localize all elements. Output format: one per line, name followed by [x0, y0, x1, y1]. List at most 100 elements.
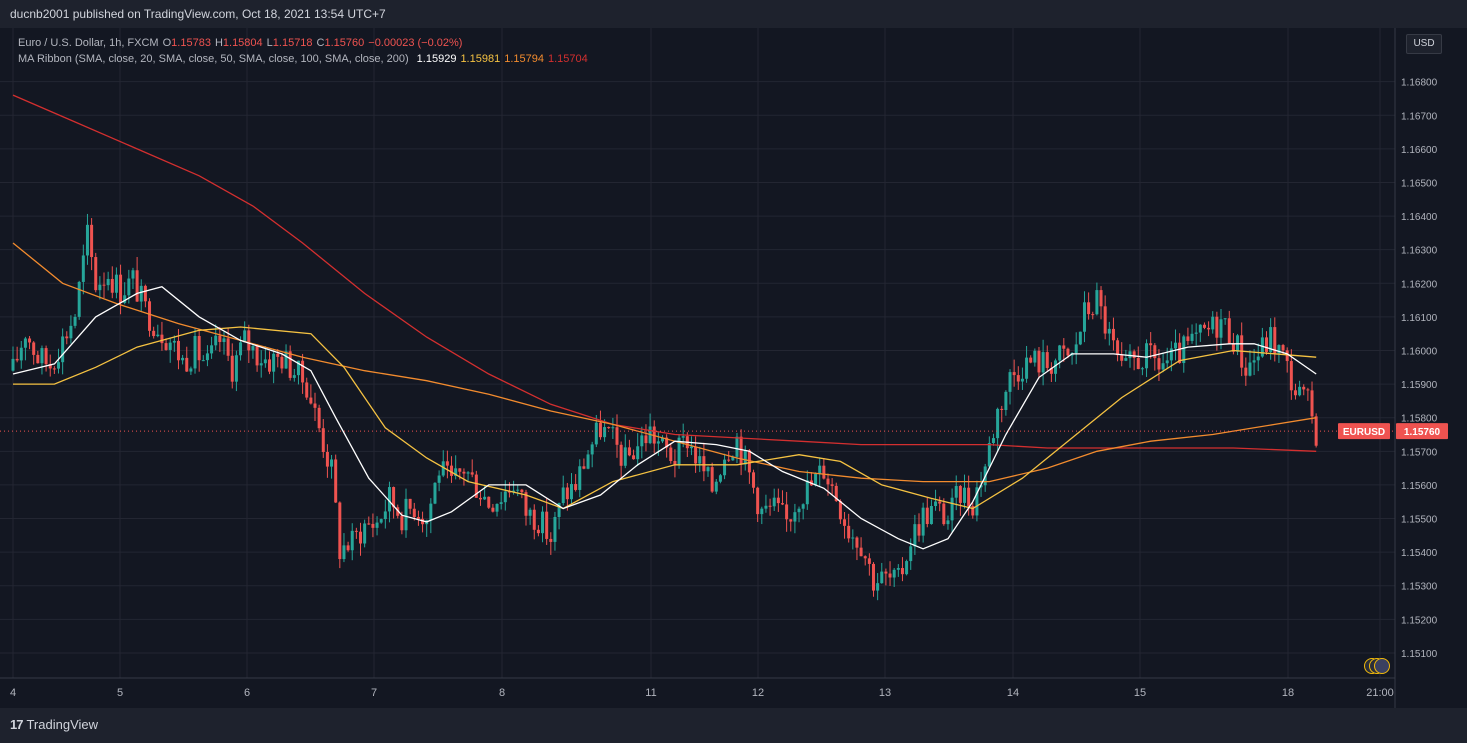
- candle-body: [780, 503, 784, 505]
- chart-area[interactable]: 1.16800 1.16700 1.16600 1.16500 1.16400 1.163…: [0, 28, 1467, 708]
- candle-body: [752, 472, 756, 488]
- candle-body: [826, 478, 830, 485]
- candle-body: [718, 475, 722, 482]
- candle-body: [201, 360, 205, 362]
- candle-body: [1045, 352, 1049, 368]
- candle-body: [991, 438, 995, 444]
- candle-body: [760, 508, 764, 515]
- candle-body: [1016, 375, 1020, 382]
- candle-body: [354, 530, 358, 532]
- price-tag: EURUSD 1.15760: [1338, 423, 1448, 440]
- candle-body: [52, 368, 56, 370]
- candle-body: [1252, 360, 1256, 363]
- candle-body: [768, 505, 772, 507]
- candle-body: [164, 343, 168, 350]
- candle-body: [871, 563, 875, 591]
- candle-body: [611, 427, 615, 429]
- candle-body: [309, 397, 313, 404]
- candle-body: [1157, 358, 1161, 370]
- candle-body: [574, 484, 578, 490]
- candle-body: [582, 466, 586, 469]
- currency-button[interactable]: USD: [1406, 34, 1442, 54]
- candle-body: [1091, 314, 1095, 316]
- candle-body: [243, 330, 247, 343]
- candle-body: [1008, 372, 1012, 392]
- candle-body: [764, 505, 768, 509]
- candle-body: [429, 503, 433, 521]
- time-tick-label: 5: [117, 687, 123, 699]
- candle-body: [499, 502, 503, 504]
- candle-body: [615, 427, 619, 445]
- candle-body: [342, 545, 346, 560]
- ma200-value: 1.15704: [547, 53, 588, 65]
- candle-body: [714, 481, 718, 492]
- candle-body: [1182, 336, 1186, 364]
- candle-body: [731, 456, 735, 461]
- price-axis[interactable]: 1.16800 1.16700 1.16600 1.16500 1.16400 1.163…: [1401, 78, 1438, 660]
- candle-body: [516, 489, 520, 491]
- candle-body: [532, 509, 536, 530]
- candle-body: [487, 496, 491, 508]
- candle-body: [185, 357, 189, 372]
- candle-body: [607, 427, 611, 429]
- candle-body: [404, 498, 408, 531]
- candle-body: [176, 340, 180, 361]
- price-tick-label: 1.15700: [1401, 447, 1438, 458]
- candle-body: [251, 346, 255, 351]
- candle-body: [255, 346, 259, 366]
- price-chart[interactable]: 1.16800 1.16700 1.16600 1.16500 1.16400 1.163…: [0, 28, 1467, 708]
- symbol-legend-row[interactable]: Euro / U.S. Dollar, 1h, FXCM O1.15783 H1…: [18, 35, 588, 51]
- candle-body: [971, 506, 975, 516]
- candle-body: [797, 508, 801, 513]
- candle-body: [69, 325, 73, 339]
- candle-body: [1037, 350, 1041, 373]
- ma50-value: 1.15981: [460, 53, 501, 65]
- candle-body: [263, 359, 267, 364]
- price-tag-value-bg: [1396, 423, 1448, 440]
- candle-body: [1103, 306, 1107, 334]
- candle-body: [85, 224, 89, 256]
- candle-body: [1025, 357, 1029, 379]
- candle-body: [772, 497, 776, 507]
- candle-body: [1078, 331, 1082, 345]
- candle-body: [921, 507, 925, 536]
- candle-body: [1223, 318, 1227, 320]
- candle-body: [32, 342, 36, 355]
- high-value: 1.15804: [222, 37, 263, 49]
- candle-body: [371, 523, 375, 528]
- price-tick-label: 1.15900: [1401, 380, 1438, 391]
- candle-body: [1211, 316, 1215, 330]
- candle-body: [40, 348, 44, 364]
- candle-body: [1054, 360, 1058, 374]
- economic-events[interactable]: [1364, 658, 1394, 674]
- candle-body: [954, 485, 958, 498]
- candle-body: [627, 447, 631, 456]
- candle-body: [996, 408, 1000, 439]
- candle-body: [106, 278, 110, 286]
- candle-body: [743, 450, 747, 465]
- candle-body: [590, 444, 594, 455]
- candle-body: [23, 338, 27, 348]
- candle-body: [94, 257, 98, 291]
- chart-legend: Euro / U.S. Dollar, 1h, FXCM O1.15783 H1…: [18, 35, 588, 67]
- ma-legend-row[interactable]: MA Ribbon (SMA, close, 20, SMA, close, 5…: [18, 51, 588, 67]
- candle-body: [1145, 343, 1149, 369]
- candle-body: [1277, 345, 1281, 354]
- candle-body: [143, 285, 147, 302]
- candle-body: [569, 484, 573, 500]
- tradingview-logo[interactable]: 17 TradingView: [10, 717, 98, 732]
- candle-body: [1095, 290, 1099, 315]
- candle-body: [938, 501, 942, 504]
- candle-body: [474, 474, 478, 498]
- candle-body: [1074, 344, 1078, 353]
- time-axis[interactable]: 4 5 6 7 8 11 12 13 14 15 18 21:00: [10, 687, 1394, 699]
- candle-body: [65, 336, 69, 339]
- event-flag-icon[interactable]: [1374, 658, 1390, 674]
- candle-body: [325, 451, 329, 467]
- candle-body: [975, 487, 979, 516]
- candle-body: [1306, 389, 1310, 391]
- candle-body: [1165, 360, 1169, 364]
- candle-body: [433, 482, 437, 504]
- price-tick-label: 1.16600: [1401, 145, 1438, 156]
- price-tick-label: 1.15400: [1401, 548, 1438, 559]
